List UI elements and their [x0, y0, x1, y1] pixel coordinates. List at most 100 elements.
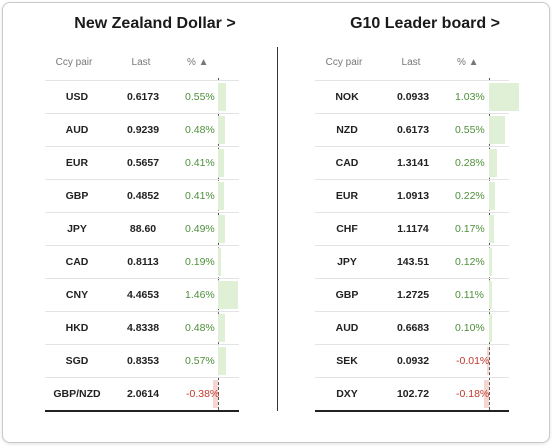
last-price-cell: 4.8338	[126, 322, 160, 334]
pct-change-cell: 0.19%	[185, 256, 215, 268]
last-price-cell: 0.4852	[126, 190, 160, 202]
pct-change-cell: 0.28%	[455, 157, 485, 169]
g10-panel-title-link[interactable]: G10 Leader board >	[350, 15, 500, 32]
ccy-pair-cell: USD	[65, 91, 89, 103]
last-price-cell: 143.51	[396, 256, 430, 268]
positive-change-bar	[489, 281, 493, 309]
positive-change-bar	[489, 314, 492, 342]
ccy-pair-cell: CAD	[335, 157, 359, 169]
table-row[interactable]: JPY 88.60 0.49%	[45, 212, 239, 245]
pct-change-cell: 0.22%	[455, 190, 485, 202]
table-row[interactable]: CAD 1.3141 0.28%	[315, 146, 509, 179]
table-row[interactable]: NOK 0.0933 1.03%	[315, 80, 519, 113]
ccy-pair-cell: GBP/NZD	[53, 388, 101, 400]
positive-change-bar	[218, 116, 225, 144]
nzd-panel-title-link[interactable]: New Zealand Dollar >	[74, 15, 236, 32]
pct-change-cell: 0.49%	[185, 223, 215, 235]
last-price-cell: 0.5657	[126, 157, 160, 169]
pct-change-cell: 0.17%	[455, 223, 485, 235]
zero-baseline	[489, 78, 490, 410]
table-row[interactable]: GBP 0.4852 0.41%	[45, 179, 239, 212]
last-price-cell: 1.2725	[396, 289, 430, 301]
last-price-cell: 1.0913	[396, 190, 430, 202]
pct-change-cell: 0.48%	[185, 322, 215, 334]
pct-change-cell: 0.10%	[455, 322, 485, 334]
table-row[interactable]: SEK 0.0932 -0.01%	[315, 344, 509, 377]
table-row[interactable]: EUR 0.5657 0.41%	[45, 146, 239, 179]
last-price-cell: 88.60	[129, 223, 157, 235]
ccy-pair-header: Ccy pair	[55, 57, 93, 68]
ccy-pair-header: Ccy pair	[325, 57, 363, 68]
last-price-cell: 0.6173	[396, 124, 430, 136]
positive-change-bar	[218, 314, 225, 342]
panel-divider	[277, 47, 278, 411]
positive-change-bar	[489, 149, 498, 177]
ccy-pair-cell: AUD	[335, 322, 359, 334]
last-price-cell: 0.6173	[126, 91, 160, 103]
pct-change-cell: -0.01%	[456, 355, 490, 367]
pct-change-cell: 0.12%	[455, 256, 485, 268]
zero-baseline	[218, 78, 219, 410]
table-row[interactable]: SGD 0.8353 0.57%	[45, 344, 239, 377]
positive-change-bar	[489, 83, 519, 111]
ccy-pair-cell: NOK	[335, 91, 359, 103]
last-price-cell: 1.1174	[397, 223, 429, 235]
negative-change-bar	[212, 380, 218, 408]
last-header: Last	[131, 57, 151, 68]
ccy-pair-cell: DXY	[336, 388, 358, 400]
ccy-pair-cell: GBP	[65, 190, 89, 202]
last-price-cell: 0.9239	[126, 124, 160, 136]
last-header: Last	[401, 57, 421, 68]
g10-table-rows: NOK 0.0933 1.03% NZD 0.6173 0.55% CAD 1.3141 0.2…	[315, 80, 519, 410]
table-row[interactable]: EUR 1.0913 0.22%	[315, 179, 509, 212]
last-price-cell: 2.0614	[126, 388, 160, 400]
pct-change-cell: 0.57%	[185, 355, 215, 367]
nzd-table-rows: USD 0.6173 0.55% AUD 0.9239 0.48% EUR 0.5657 0.4…	[45, 80, 239, 410]
negative-change-bar	[483, 380, 489, 408]
pct-change-sort-header[interactable]: % ▲	[187, 57, 209, 68]
pct-change-cell: -0.18%	[456, 388, 490, 400]
pct-change-cell: 0.41%	[185, 157, 215, 169]
pct-change-cell: 0.41%	[185, 190, 215, 202]
positive-change-bar	[218, 182, 224, 210]
last-price-cell: 4.4653	[126, 289, 160, 301]
negative-change-bar	[487, 347, 489, 375]
pct-change-cell: 0.48%	[185, 124, 215, 136]
table-row[interactable]: CHF 1.1174 0.17%	[315, 212, 509, 245]
last-price-cell: 0.0932	[396, 355, 430, 367]
table-row[interactable]: CAD 0.8113 0.19%	[45, 245, 239, 278]
pct-change-cell: 0.11%	[455, 289, 484, 301]
table-bottom-rule	[315, 410, 509, 412]
positive-change-bar	[489, 116, 506, 144]
positive-change-bar	[218, 347, 226, 375]
positive-change-bar	[489, 248, 493, 276]
table-row[interactable]: HKD 4.8338 0.48%	[45, 311, 239, 344]
table-bottom-rule	[45, 410, 239, 412]
table-row[interactable]: NZD 0.6173 0.55%	[315, 113, 509, 146]
positive-change-bar	[489, 182, 496, 210]
positive-change-bar	[218, 248, 221, 276]
last-price-cell: 0.8353	[126, 355, 160, 367]
table-row[interactable]: AUD 0.9239 0.48%	[45, 113, 239, 146]
table-row[interactable]: GBP 1.2725 0.11%	[315, 278, 509, 311]
table-row[interactable]: USD 0.6173 0.55%	[45, 80, 239, 113]
positive-change-bar	[218, 215, 225, 243]
table-row[interactable]: AUD 0.6683 0.10%	[315, 311, 509, 344]
pct-change-cell: 1.03%	[455, 91, 485, 103]
ccy-pair-cell: HKD	[65, 322, 89, 334]
pct-change-cell: 0.55%	[185, 91, 215, 103]
ccy-pair-cell: SEK	[336, 355, 358, 367]
ccy-pair-cell: CHF	[336, 223, 358, 235]
positive-change-bar	[218, 149, 224, 177]
ccy-pair-cell: AUD	[65, 124, 89, 136]
positive-change-bar	[489, 215, 494, 243]
table-row[interactable]: CNY 4.4653 1.46%	[45, 278, 239, 311]
pct-change-cell: -0.38%	[186, 388, 220, 400]
table-row[interactable]: DXY 102.72 -0.18%	[315, 377, 509, 410]
table-row[interactable]: JPY 143.51 0.12%	[315, 245, 509, 278]
last-price-cell: 1.3141	[396, 157, 430, 169]
pct-change-sort-header[interactable]: % ▲	[457, 57, 479, 68]
currency-widget-card: New Zealand Dollar > Ccy pair Last % ▲ U…	[2, 2, 550, 443]
table-row[interactable]: GBP/NZD 2.0614 -0.38%	[45, 377, 239, 410]
ccy-pair-cell: JPY	[337, 256, 357, 268]
